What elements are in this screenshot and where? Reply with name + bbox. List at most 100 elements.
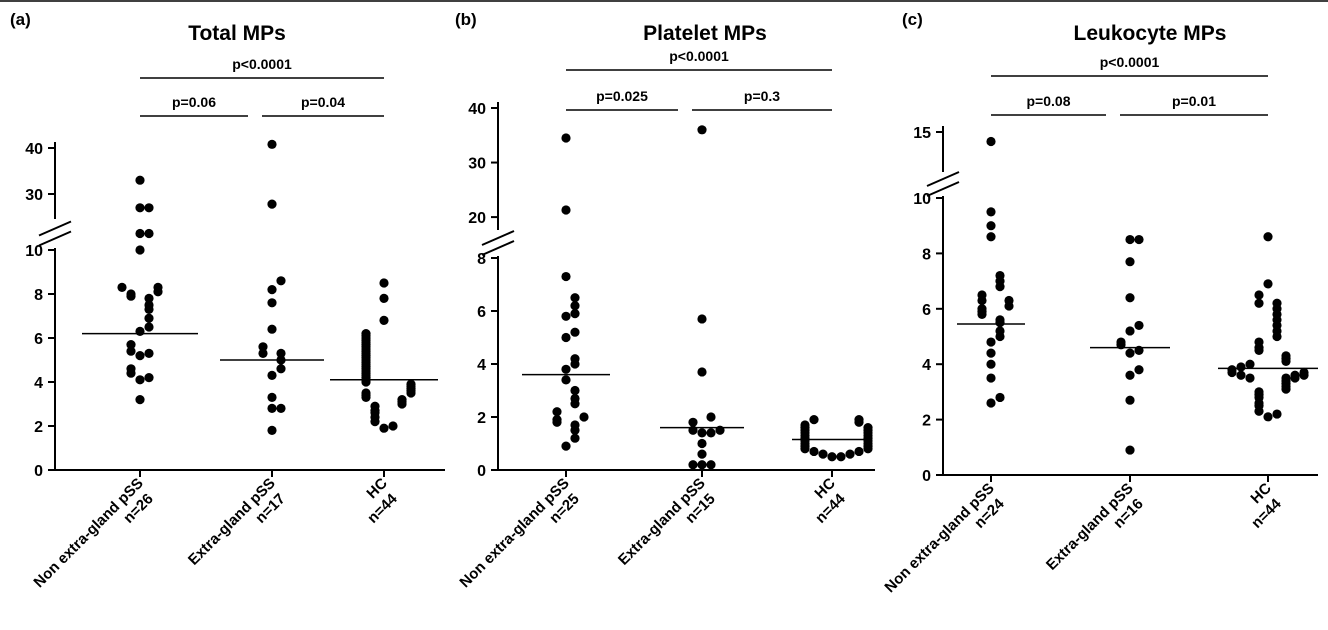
p-value-label: p<0.0001 <box>1100 54 1160 70</box>
axis-break-mark-2 <box>481 240 515 256</box>
data-point <box>579 412 589 422</box>
y-tick-label: 30 <box>25 187 43 204</box>
data-point <box>1272 409 1282 419</box>
data-point <box>561 271 571 282</box>
y-tick-label: 4 <box>477 357 486 374</box>
data-point <box>986 398 996 408</box>
data-point <box>697 428 707 438</box>
y-tick-label: 2 <box>34 419 43 436</box>
data-point <box>1125 348 1135 358</box>
data-point <box>1125 370 1135 380</box>
panel-3: (c) Leukocyte MPs 0 2 4 6 8 10 15 Non extra-gland… <box>881 10 1318 596</box>
data-point <box>135 326 145 336</box>
data-point <box>706 460 716 470</box>
data-point <box>697 125 707 135</box>
p-value-label: p=0.025 <box>596 88 648 104</box>
data-point <box>135 395 145 405</box>
data-point <box>800 420 810 430</box>
data-point <box>570 301 580 311</box>
data-point <box>1254 387 1264 397</box>
y-tick-label: 6 <box>922 302 931 319</box>
data-point <box>126 364 136 374</box>
data-point <box>379 315 389 325</box>
data-point <box>144 348 154 358</box>
data-point <box>863 423 873 433</box>
data-point <box>818 449 828 459</box>
data-point <box>406 379 416 389</box>
data-point <box>1236 362 1246 372</box>
panel-2: (b) Platelet MPs 0 2 4 6 8 20 30 40 Non extra-glan… <box>455 10 875 604</box>
panel-label: (a) <box>10 10 31 29</box>
category-label: HCn=44 <box>352 475 404 527</box>
data-point <box>267 139 277 149</box>
data-point <box>986 221 996 231</box>
data-point <box>135 375 145 385</box>
data-point <box>267 403 277 413</box>
y-tick-label: 4 <box>34 375 43 392</box>
data-point <box>361 388 371 398</box>
category-group-2: Extra-gland pSSn=15 <box>615 125 744 582</box>
data-point <box>126 340 136 350</box>
data-point <box>144 313 154 323</box>
data-point <box>276 348 286 358</box>
data-point <box>379 423 389 433</box>
data-point <box>570 420 580 430</box>
data-point <box>570 433 580 443</box>
p-value-label: p<0.0001 <box>232 56 292 72</box>
data-point <box>977 304 987 314</box>
data-point <box>144 293 154 303</box>
data-point <box>1116 337 1126 347</box>
category-label: Non extra-gland pSSn=25 <box>456 475 585 604</box>
p-value-label: p=0.08 <box>1027 93 1071 109</box>
y-tick-label: 10 <box>25 243 43 260</box>
panel-label: (b) <box>455 10 477 29</box>
category-label: Extra-gland pSSn=16 <box>1043 480 1150 587</box>
data-point <box>986 337 996 347</box>
data-point <box>267 285 277 295</box>
y-tick-label: 6 <box>34 331 43 348</box>
data-point <box>1125 293 1135 303</box>
category-group-1: Non extra-gland pSSn=24 <box>881 136 1025 596</box>
data-point <box>561 311 571 321</box>
data-point <box>854 446 864 457</box>
data-point <box>688 460 698 470</box>
category-label: HCn=44 <box>800 475 852 527</box>
data-point <box>570 354 580 364</box>
data-point <box>144 322 154 332</box>
data-point <box>1281 351 1291 361</box>
data-point <box>552 407 562 417</box>
data-point <box>1281 373 1291 383</box>
y-tick-label: 40 <box>468 101 486 118</box>
y-tick-label: 0 <box>34 463 43 480</box>
y-tick-label: 4 <box>922 357 931 374</box>
data-point <box>570 309 580 319</box>
data-point <box>1245 373 1255 383</box>
data-point <box>267 392 277 402</box>
data-point <box>986 136 996 147</box>
category-label: Extra-gland pSSn=15 <box>615 475 722 582</box>
category-label: Extra-gland pSSn=17 <box>185 475 292 582</box>
data-point <box>1125 234 1135 245</box>
y-tick-label: 8 <box>477 251 486 268</box>
data-point <box>361 329 371 339</box>
data-point <box>135 228 145 239</box>
data-point <box>135 175 145 185</box>
category-name: Non extra-gland pSS <box>881 480 997 596</box>
data-point <box>561 375 571 385</box>
category-label: HCn=44 <box>1236 480 1288 532</box>
data-point <box>1263 412 1273 422</box>
data-point <box>1125 257 1135 267</box>
data-point <box>370 401 380 411</box>
p-value-label: p=0.01 <box>1172 93 1216 109</box>
data-point <box>561 332 571 343</box>
panel-label: (c) <box>902 10 923 29</box>
axis-break-mark-1 <box>481 230 515 246</box>
data-point <box>126 289 136 299</box>
category-group-2: Extra-gland pSSn=17 <box>185 139 324 582</box>
data-point <box>995 326 1005 336</box>
p-value-label: p=0.3 <box>744 88 780 104</box>
panel-title: Platelet MPs <box>643 22 767 45</box>
data-point <box>854 415 864 425</box>
data-point <box>1227 365 1237 375</box>
data-point <box>570 293 580 303</box>
